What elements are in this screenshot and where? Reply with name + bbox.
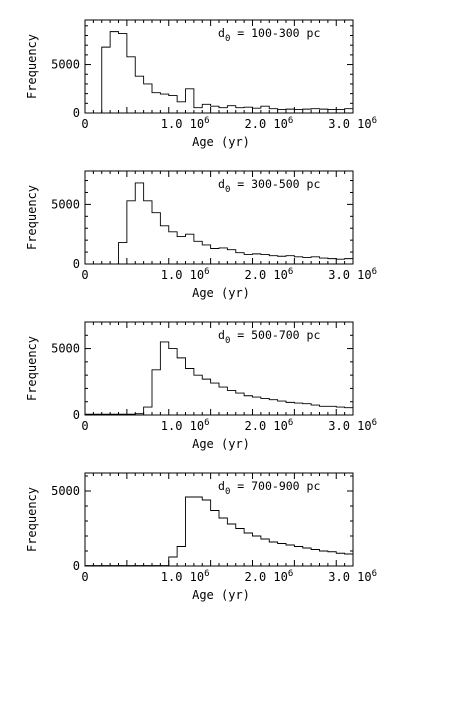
histogram-panel-1: 0 1.0 106 2.0 106 3.0 106 0 5000 Age (yr) Frequ… [25,19,377,149]
x-tick-label: 0 [81,419,88,433]
y-tick-label: 5000 [51,58,80,72]
x-tick-label: 1.0 106 [161,418,210,433]
distance-annotation: d0 = 500-700 pc [218,328,320,346]
x-tick-label: 1.0 106 [161,569,210,584]
y-axis-title: Frequency [25,34,39,99]
histogram-panel-4: 0 1.0 106 2.0 106 3.0 106 0 5000 Age (yr) Frequ… [25,472,377,602]
y-axis-title: Frequency [25,487,39,552]
x-tick-label: 2.0 106 [245,569,294,584]
y-tick-label: 0 [73,106,80,120]
x-tick-label: 2.0 106 [245,267,294,282]
histogram-panel-2: 0 1.0 106 2.0 106 3.0 106 0 5000 Age (yr) Frequ… [25,170,377,300]
y-tick-label: 0 [73,559,80,573]
x-tick-label: 3.0 106 [328,569,377,584]
x-tick-label: 0 [81,268,88,282]
histogram-steps [84,341,353,415]
y-tick-label: 5000 [51,342,80,356]
y-tick-label: 0 [73,257,80,271]
x-tick-label: 2.0 106 [245,116,294,131]
x-tick-label: 0 [81,570,88,584]
y-tick-label: 0 [73,408,80,422]
x-tick-label: 3.0 106 [328,267,377,282]
y-axis-title: Frequency [25,185,39,250]
x-axis-title: Age (yr) [192,437,250,451]
x-axis-title: Age (yr) [192,286,250,300]
x-tick-label: 3.0 106 [328,116,377,131]
x-tick-label: 1.0 106 [161,116,210,131]
y-axis-title: Frequency [25,336,39,401]
x-tick-label: 1.0 106 [161,267,210,282]
distance-annotation: d0 = 700-900 pc [218,479,320,497]
x-tick-label: 2.0 106 [245,418,294,433]
x-tick-label: 0 [81,117,88,131]
distance-annotation: d0 = 300-500 pc [218,177,320,195]
histogram-steps [118,182,353,264]
y-tick-label: 5000 [51,484,80,498]
x-axis-title: Age (yr) [192,135,250,149]
histogram-steps [101,31,353,113]
x-tick-label: 3.0 106 [328,418,377,433]
x-axis-title: Age (yr) [192,588,250,602]
y-tick-label: 5000 [51,197,80,211]
histogram-panel-3: 0 1.0 106 2.0 106 3.0 106 0 5000 Age (yr) Frequ… [25,321,377,451]
histogram-steps [84,496,353,566]
distance-annotation: d0 = 100-300 pc [218,26,320,44]
